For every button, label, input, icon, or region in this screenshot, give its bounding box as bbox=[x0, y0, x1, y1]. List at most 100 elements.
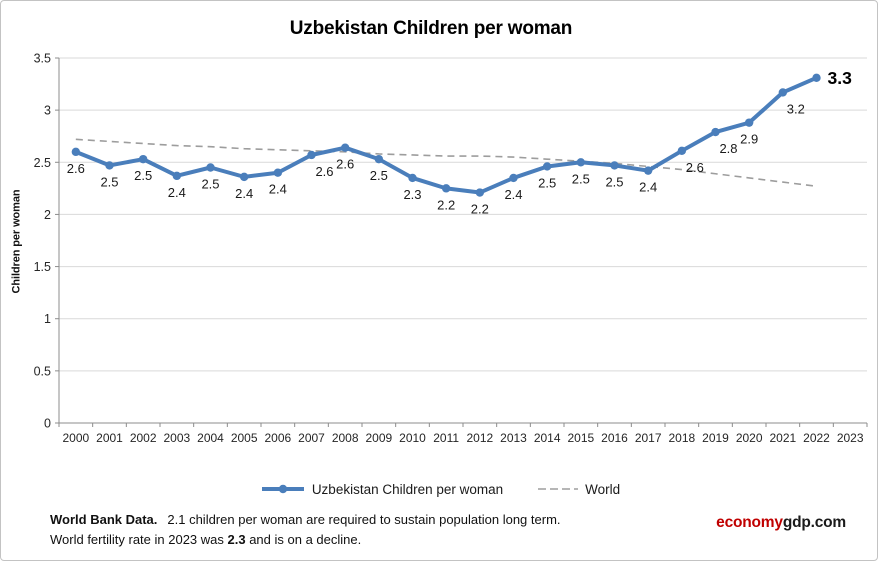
x-tick-label: 2002 bbox=[130, 431, 157, 445]
footer-note: World Bank Data. 2.1 children per woman a… bbox=[50, 510, 561, 550]
data-point-marker bbox=[138, 154, 148, 164]
data-point-marker bbox=[812, 73, 821, 83]
data-point-label: 2.5 bbox=[605, 174, 623, 189]
x-tick-label: 2015 bbox=[567, 431, 594, 445]
data-point-marker bbox=[610, 161, 619, 170]
x-tick-label: 2006 bbox=[264, 431, 291, 445]
data-point-marker bbox=[778, 88, 788, 97]
y-tick-label: 3 bbox=[44, 104, 51, 118]
legend-label-world: World bbox=[585, 481, 621, 497]
x-tick-label: 2003 bbox=[163, 431, 190, 445]
y-tick-label: 1.5 bbox=[34, 260, 51, 274]
y-tick-label: 3.5 bbox=[34, 52, 51, 66]
data-point-label: 2.9 bbox=[740, 132, 758, 147]
uzbekistan-line-icon bbox=[261, 484, 304, 494]
x-tick-label: 2013 bbox=[500, 431, 527, 445]
data-point-marker bbox=[172, 171, 182, 181]
data-point-marker bbox=[307, 150, 316, 160]
x-tick-label: 2005 bbox=[231, 431, 258, 445]
data-point-marker bbox=[441, 184, 451, 193]
data-point-marker bbox=[509, 173, 518, 183]
world-dashed-line-icon bbox=[538, 488, 579, 490]
y-axis-title: Children per woman bbox=[10, 189, 23, 294]
last-point-big-label: 3.3 bbox=[828, 68, 853, 88]
data-point-label: 2.8 bbox=[719, 141, 737, 156]
data-point-marker bbox=[408, 173, 417, 183]
footer-line2-pre: World fertility rate in 2023 was bbox=[50, 532, 228, 547]
data-point-label: 2.2 bbox=[471, 202, 489, 217]
data-point-marker bbox=[711, 127, 720, 137]
x-tick-label: 2022 bbox=[803, 431, 830, 445]
data-point-marker bbox=[744, 118, 754, 127]
data-point-label: 2.3 bbox=[403, 187, 421, 202]
uzbekistan-series-line bbox=[73, 75, 819, 195]
data-point-marker bbox=[239, 172, 249, 182]
data-point-marker bbox=[374, 154, 384, 164]
footer-line2-bold: 2.3 bbox=[227, 532, 246, 547]
chart-title: Uzbekistan Children per woman bbox=[289, 18, 573, 39]
footer-source: World Bank Data. bbox=[50, 512, 158, 527]
legend: Uzbekistan Children per woman World bbox=[1, 478, 877, 500]
x-tick-label: 2023 bbox=[837, 431, 864, 445]
data-point-marker bbox=[542, 162, 552, 171]
data-point-label: 2.5 bbox=[201, 177, 219, 192]
data-point-label: 2.4 bbox=[168, 185, 186, 200]
y-tick-label: 2.5 bbox=[34, 156, 51, 170]
data-point-marker bbox=[576, 158, 586, 167]
x-tick-label: 2009 bbox=[365, 431, 392, 445]
x-tick-label: 2020 bbox=[736, 431, 763, 445]
data-point-marker bbox=[340, 143, 350, 152]
x-tick-label: 2019 bbox=[702, 431, 729, 445]
x-tick-label: 2007 bbox=[298, 431, 325, 445]
brand-gdp: gdp.com bbox=[782, 514, 846, 531]
data-point-label: 3.2 bbox=[787, 101, 805, 116]
x-tick-label: 2011 bbox=[433, 431, 459, 445]
footer-line1-text: 2.1 children per woman are required to s… bbox=[167, 512, 561, 527]
x-tick-label: 2004 bbox=[197, 431, 224, 445]
data-point-label: 2.6 bbox=[67, 161, 85, 176]
legend-item-world: World bbox=[537, 482, 620, 497]
data-point-label: 2.6 bbox=[336, 157, 354, 172]
x-tick-label: 2018 bbox=[668, 431, 695, 445]
data-point-label: 2.5 bbox=[538, 175, 556, 190]
legend-item-uzbekistan: Uzbekistan Children per woman bbox=[260, 482, 503, 497]
y-tick-label: 2 bbox=[44, 208, 51, 222]
data-point-marker bbox=[71, 147, 81, 157]
y-tick-label: 0.5 bbox=[34, 364, 51, 378]
x-tick-label: 2008 bbox=[332, 431, 359, 445]
data-point-label: 2.5 bbox=[572, 171, 590, 186]
chart-plot: 0 0.5 1 1.5 2 2.5 3 3.5 2000 2001 2002 2003 2004 2005… bbox=[34, 52, 868, 445]
data-point-label: 2.4 bbox=[269, 182, 287, 197]
data-point-marker bbox=[475, 188, 485, 197]
brand-link[interactable]: economygdp.com bbox=[716, 514, 846, 532]
data-point-marker bbox=[206, 163, 215, 172]
data-point-label: 2.5 bbox=[100, 174, 118, 189]
x-tick-label: 2012 bbox=[466, 431, 493, 445]
footer-line2-post: and is on a decline. bbox=[245, 532, 362, 547]
data-point-marker bbox=[643, 166, 653, 175]
data-point-marker bbox=[677, 146, 687, 156]
data-point-label: 2.5 bbox=[134, 168, 152, 183]
legend-label-uzbekistan: Uzbekistan Children per woman bbox=[311, 481, 504, 497]
x-tick-label: 2000 bbox=[62, 431, 89, 445]
world-series-line bbox=[75, 138, 817, 188]
x-tick-label: 2014 bbox=[534, 431, 561, 445]
data-point-label: 2.4 bbox=[639, 180, 657, 195]
y-tick-label: 0 bbox=[44, 417, 51, 431]
x-tick-label: 2017 bbox=[635, 431, 662, 445]
x-tick-label: 2001 bbox=[96, 431, 123, 445]
x-tick-label: 2021 bbox=[769, 431, 796, 445]
data-point-marker bbox=[273, 168, 283, 177]
data-point-label: 2.6 bbox=[315, 164, 333, 179]
data-point-label: 2.4 bbox=[235, 186, 253, 201]
y-tick-label: 1 bbox=[44, 312, 51, 326]
data-point-label: 2.6 bbox=[686, 160, 704, 175]
data-point-marker bbox=[105, 161, 114, 170]
brand-economy: economy bbox=[716, 514, 783, 531]
x-tick-label: 2010 bbox=[399, 431, 426, 445]
data-point-label: 2.2 bbox=[437, 197, 455, 212]
data-point-label: 2.5 bbox=[370, 168, 388, 183]
footer-line-1: World Bank Data. 2.1 children per woman a… bbox=[50, 510, 561, 530]
data-point-label: 2.4 bbox=[504, 187, 522, 202]
